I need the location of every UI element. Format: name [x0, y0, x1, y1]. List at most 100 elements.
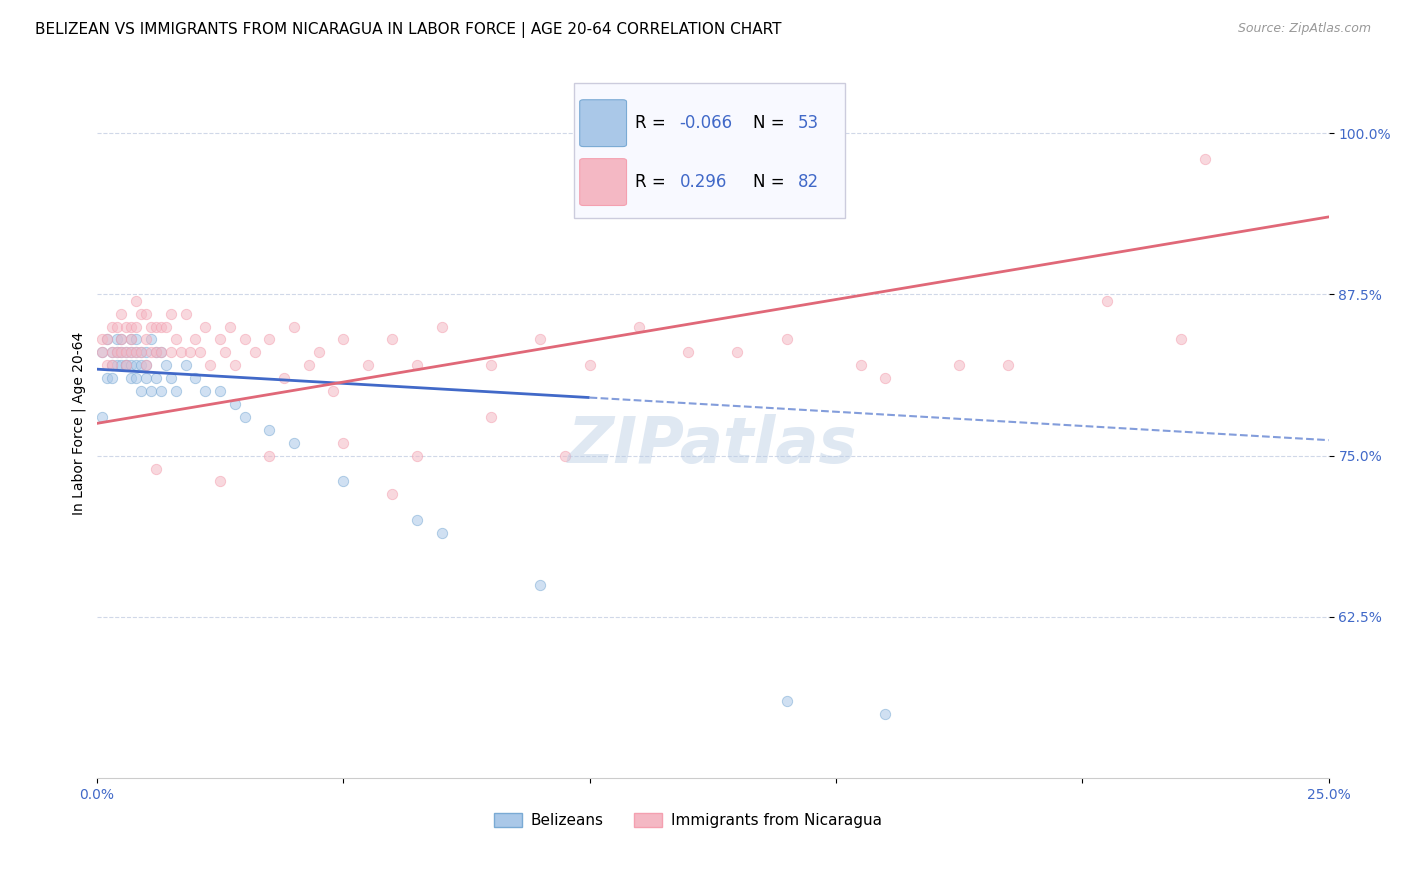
- Point: [149, 384, 172, 398]
- Text: BELIZEAN VS IMMIGRANTS FROM NICARAGUA IN LABOR FORCE | AGE 20-64 CORRELATION CHA: BELIZEAN VS IMMIGRANTS FROM NICARAGUA IN…: [35, 22, 782, 38]
- Point: [479, 359, 502, 373]
- Point: [875, 706, 897, 721]
- Point: [849, 359, 872, 373]
- Point: [529, 577, 551, 591]
- Point: [159, 371, 181, 385]
- Point: [776, 694, 799, 708]
- Point: [115, 359, 138, 373]
- Point: [96, 371, 118, 385]
- Point: [115, 359, 138, 373]
- Point: [105, 359, 128, 373]
- Point: [115, 359, 138, 373]
- Point: [259, 333, 281, 347]
- Point: [100, 345, 122, 359]
- Point: [332, 435, 354, 450]
- Point: [105, 333, 128, 347]
- Text: N =: N =: [754, 173, 790, 191]
- Text: R =: R =: [636, 114, 671, 132]
- Point: [627, 319, 650, 334]
- Point: [184, 371, 207, 385]
- Point: [381, 333, 404, 347]
- Point: [105, 345, 128, 359]
- Text: Source: ZipAtlas.com: Source: ZipAtlas.com: [1237, 22, 1371, 36]
- Point: [135, 359, 157, 373]
- Point: [159, 307, 181, 321]
- Point: [145, 345, 167, 359]
- Point: [90, 409, 112, 424]
- Point: [100, 371, 122, 385]
- Point: [105, 345, 128, 359]
- Point: [676, 345, 699, 359]
- Point: [100, 359, 122, 373]
- Point: [110, 307, 132, 321]
- Point: [479, 409, 502, 424]
- Point: [135, 345, 157, 359]
- Point: [125, 359, 148, 373]
- Point: [129, 384, 152, 398]
- Point: [100, 359, 122, 373]
- Point: [357, 359, 380, 373]
- Point: [332, 475, 354, 489]
- Point: [233, 409, 256, 424]
- Point: [283, 319, 305, 334]
- Point: [554, 449, 576, 463]
- Point: [430, 526, 453, 541]
- Point: [110, 359, 132, 373]
- Point: [208, 384, 231, 398]
- Point: [259, 423, 281, 437]
- Point: [1170, 333, 1192, 347]
- Point: [129, 359, 152, 373]
- Point: [129, 345, 152, 359]
- Point: [100, 345, 122, 359]
- Point: [120, 333, 142, 347]
- Point: [145, 461, 167, 475]
- Point: [529, 333, 551, 347]
- Point: [875, 371, 897, 385]
- Point: [406, 359, 429, 373]
- Point: [120, 319, 142, 334]
- FancyBboxPatch shape: [579, 159, 627, 205]
- Point: [135, 371, 157, 385]
- Point: [725, 345, 748, 359]
- Point: [224, 359, 246, 373]
- Point: [578, 359, 600, 373]
- Point: [100, 319, 122, 334]
- Point: [139, 384, 162, 398]
- Point: [233, 333, 256, 347]
- Point: [776, 333, 799, 347]
- Point: [129, 345, 152, 359]
- Point: [149, 345, 172, 359]
- Point: [139, 333, 162, 347]
- Point: [110, 345, 132, 359]
- Point: [1194, 152, 1216, 166]
- Point: [948, 359, 970, 373]
- Point: [332, 333, 354, 347]
- Point: [110, 333, 132, 347]
- Point: [219, 319, 242, 334]
- Point: [165, 333, 187, 347]
- Point: [105, 319, 128, 334]
- Point: [129, 307, 152, 321]
- Point: [135, 359, 157, 373]
- Point: [194, 319, 217, 334]
- Point: [139, 345, 162, 359]
- Point: [174, 307, 197, 321]
- Point: [259, 449, 281, 463]
- Point: [179, 345, 201, 359]
- Point: [120, 333, 142, 347]
- FancyBboxPatch shape: [579, 100, 627, 146]
- Point: [283, 435, 305, 450]
- Point: [96, 359, 118, 373]
- Point: [224, 397, 246, 411]
- Point: [214, 345, 236, 359]
- Point: [322, 384, 344, 398]
- Point: [243, 345, 266, 359]
- Point: [110, 345, 132, 359]
- Point: [165, 384, 187, 398]
- Point: [430, 319, 453, 334]
- Point: [120, 371, 142, 385]
- Point: [125, 345, 148, 359]
- Point: [406, 513, 429, 527]
- Point: [184, 333, 207, 347]
- Point: [149, 345, 172, 359]
